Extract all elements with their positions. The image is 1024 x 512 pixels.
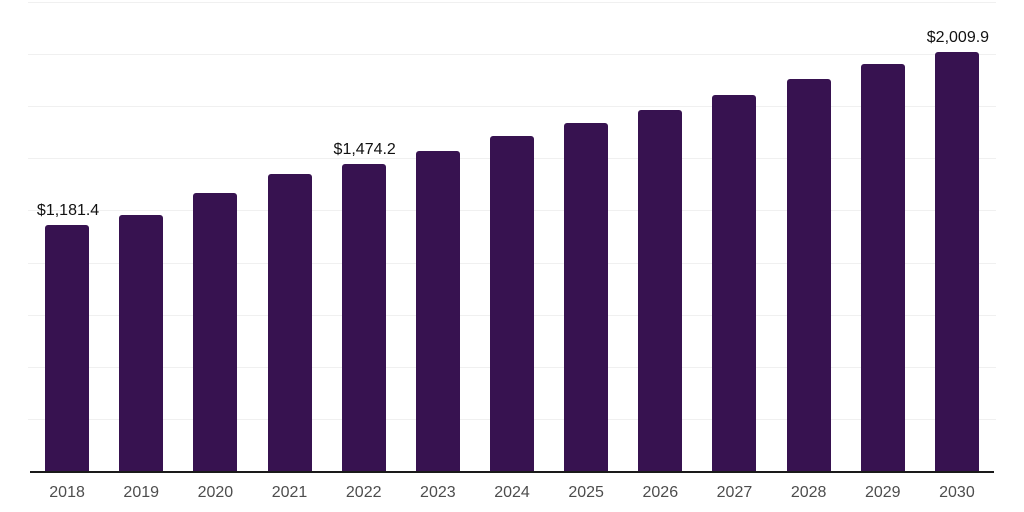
bar-2030 xyxy=(934,52,979,471)
bar-2027 xyxy=(712,95,757,471)
x-tick-label-2021: 2021 xyxy=(271,484,308,501)
x-tick-label-2026: 2026 xyxy=(642,484,679,501)
x-tick-label-2020: 2020 xyxy=(197,484,234,501)
x-tick-label-2030: 2030 xyxy=(939,484,975,501)
bar-2019 xyxy=(119,214,164,471)
bar-value-label-2030: $2,009.9 xyxy=(926,29,990,47)
bar-2020 xyxy=(193,192,238,471)
bar-2022 xyxy=(341,163,386,471)
x-tick-label-2027: 2027 xyxy=(716,484,753,501)
x-tick-label-2028: 2028 xyxy=(790,484,827,501)
bar-2028 xyxy=(786,79,831,471)
bar-2026 xyxy=(638,110,683,471)
gridline xyxy=(28,2,996,3)
bar-value-label-2018: $1,181.4 xyxy=(36,201,100,219)
bar-2023 xyxy=(415,151,460,471)
x-tick-label-2022: 2022 xyxy=(345,484,382,501)
bar-2018 xyxy=(45,224,90,471)
gridline xyxy=(28,54,996,56)
bar-2025 xyxy=(564,123,609,471)
x-tick-label-2023: 2023 xyxy=(420,484,456,501)
x-tick-label-2019: 2019 xyxy=(123,484,160,501)
x-tick-label-2024: 2024 xyxy=(494,484,530,501)
bar-2021 xyxy=(267,174,312,471)
x-tick-label-2018: 2018 xyxy=(49,484,85,501)
bar-value-label-2022: $1,474.2 xyxy=(333,140,396,158)
bar-2029 xyxy=(860,64,905,471)
x-tick-label-2025: 2025 xyxy=(568,484,604,501)
x-axis-line xyxy=(30,471,994,473)
gridline xyxy=(28,106,996,108)
bar-2024 xyxy=(490,136,534,471)
x-tick-label-2029: 2029 xyxy=(864,484,901,501)
